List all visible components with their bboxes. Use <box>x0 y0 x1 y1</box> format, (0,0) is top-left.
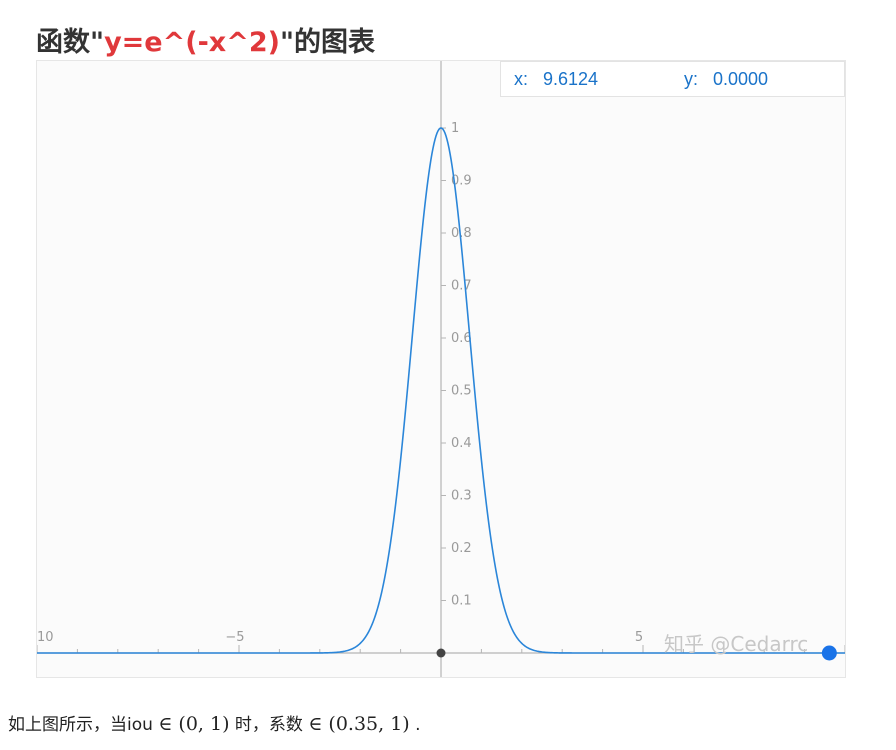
x-tick-label: 5 <box>635 630 643 645</box>
caption-text-1: 如上图所示，当iou <box>8 715 153 735</box>
plot-svg[interactable]: 10 −5 5 0.1 0.2 0.3 0.4 0.5 0.6 0.7 0.8 0.9 1 <box>37 61 846 678</box>
title-suffix: "的图表 <box>279 27 376 58</box>
y-tick-label: 0.4 <box>451 436 472 451</box>
y-tick-label: 0.1 <box>451 594 472 609</box>
readout-y-value: 0.0000 <box>713 69 769 89</box>
title-prefix: 函数" <box>36 27 105 58</box>
origin-point <box>436 648 446 658</box>
y-tick-label: 0.7 <box>451 279 472 294</box>
readout-x-value: 9.6124 <box>543 69 599 89</box>
readout-y-label: y: <box>684 69 699 89</box>
caption-text-2: 时，系数 <box>234 715 303 735</box>
y-tick-label: 0.6 <box>451 331 472 346</box>
chart-area[interactable]: 10 −5 5 0.1 0.2 0.3 0.4 0.5 0.6 0.7 0.8 0.9 1 <box>36 60 846 678</box>
caption-text-3: . <box>415 715 421 735</box>
x-tick-label: −5 <box>225 630 244 645</box>
y-tick-label: 1 <box>451 121 459 136</box>
y-tick-label: 0.2 <box>451 541 472 556</box>
highlight-point <box>821 645 837 661</box>
caption-math-1: ∈ (0, 1) <box>158 713 230 735</box>
caption-math-2: ∈ (0.35, 1) <box>308 713 410 735</box>
y-tick-label: 0.9 <box>451 174 472 189</box>
watermark: 知乎 @Cedarrc <box>664 632 809 656</box>
series-line <box>37 127 845 654</box>
caption: 如上图所示，当iou ∈ (0, 1) 时，系数 ∈ (0.35, 1) . <box>8 710 421 735</box>
y-tick-label: 0.5 <box>451 384 472 399</box>
x-tick-label: 10 <box>37 630 54 645</box>
y-tick-label: 0.3 <box>451 489 472 504</box>
coordinate-readout: x: 9.6124 y: 0.0000 <box>500 61 845 97</box>
chart-title: 函数"y=e^(-x^2)"的图表 <box>36 20 375 59</box>
readout-x-label: x: <box>514 69 529 89</box>
y-tick-label: 0.8 <box>451 226 472 241</box>
title-function: y=e^(-x^2) <box>104 27 280 58</box>
